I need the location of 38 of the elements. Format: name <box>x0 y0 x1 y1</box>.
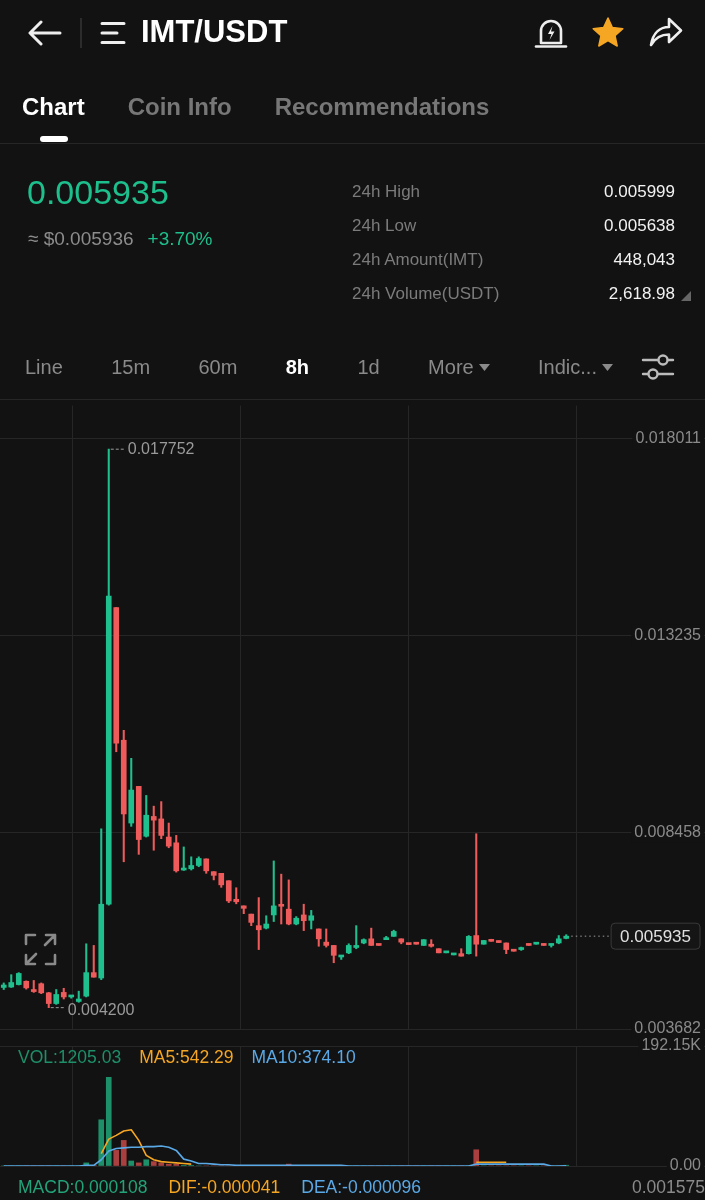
text: DIF:-0.000041 <box>168 1176 281 1198</box>
text: More <box>428 355 474 379</box>
text: Line <box>25 355 63 379</box>
text: MA5:542.29 <box>139 1047 234 1067</box>
text: Coin Info <box>127 93 232 121</box>
ref-line-label: 0.005935 <box>620 926 691 946</box>
text: 0.005638 <box>604 216 675 236</box>
text: 24h Volume(USDT) <box>352 284 500 304</box>
annotation: 0.004200 <box>67 1001 135 1019</box>
text: 24h Amount(IMT) <box>352 250 484 270</box>
text: 24h Low <box>352 216 417 236</box>
text: 0.001575 <box>632 1176 705 1198</box>
text: 2,618.98 <box>608 284 675 304</box>
annotation: 0.017752 <box>127 439 195 457</box>
text: 448,043 <box>613 250 675 270</box>
y-tick-label: 0.00 <box>669 1156 702 1174</box>
text: MACD:0.000108 <box>18 1176 148 1198</box>
y-tick-label: 0.013235 <box>634 625 702 643</box>
text: 0.005935 <box>27 173 169 212</box>
text: Recommendations <box>274 93 490 121</box>
text: 0.005999 <box>604 182 675 202</box>
text: 1d <box>357 355 380 379</box>
text: 15m <box>111 355 151 379</box>
y-tick-label: 192.15K <box>641 1036 702 1054</box>
series-label: VOL:1205.03 <box>18 1047 122 1067</box>
text: Chart <box>22 93 85 121</box>
y-tick-label: 0.003682 <box>634 1019 702 1037</box>
text: Indic... <box>538 355 597 379</box>
text: DEA:-0.000096 <box>301 1176 421 1198</box>
text: MA10:374.10 <box>251 1047 356 1067</box>
text: IMT/USDT <box>141 14 288 50</box>
y-tick-label: 0.008458 <box>634 822 702 840</box>
text: 60m <box>198 355 238 379</box>
text: +3.70% <box>147 228 213 250</box>
text: ≈ $0.005936 <box>28 228 134 250</box>
y-tick-label: 0.018011 <box>635 428 702 446</box>
text: 8h <box>285 355 310 379</box>
text: 24h High <box>352 182 421 202</box>
